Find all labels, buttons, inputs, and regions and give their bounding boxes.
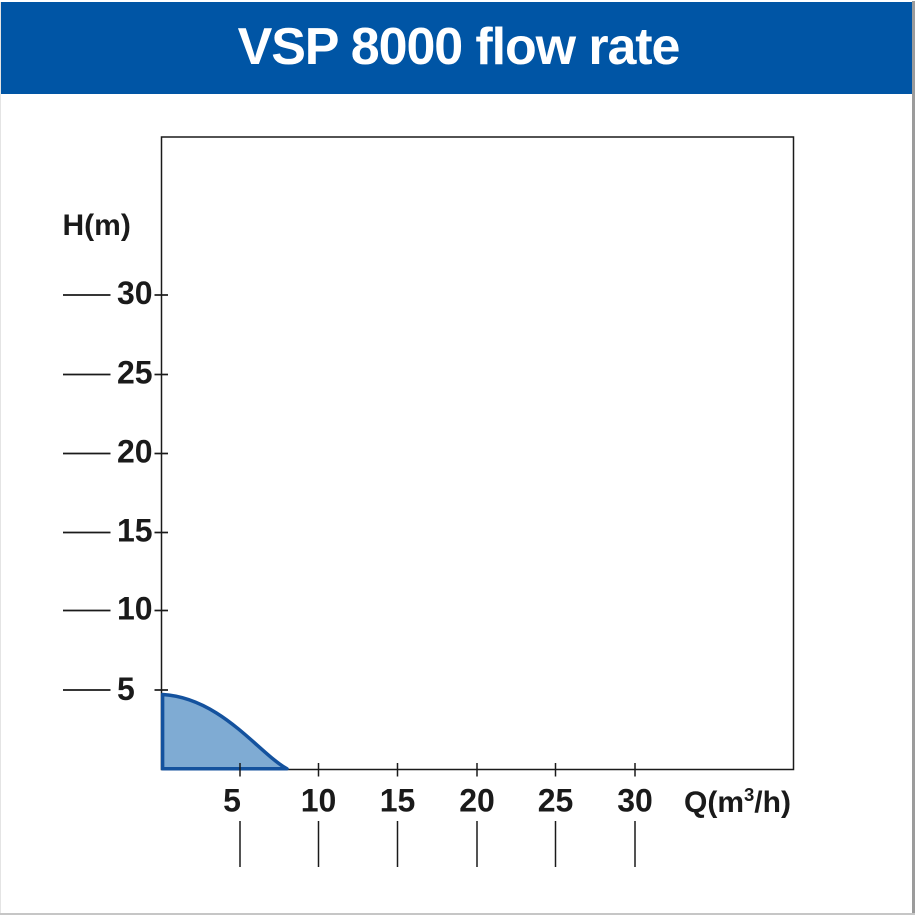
svg-text:10: 10 bbox=[301, 783, 337, 819]
svg-text:15: 15 bbox=[117, 513, 153, 549]
svg-text:H(m): H(m) bbox=[63, 209, 131, 242]
svg-text:20: 20 bbox=[459, 783, 495, 819]
svg-text:25: 25 bbox=[538, 783, 574, 819]
svg-text:20: 20 bbox=[117, 434, 153, 470]
svg-text:5: 5 bbox=[223, 783, 241, 819]
svg-text:10: 10 bbox=[117, 591, 153, 627]
svg-text:Q(m3/h): Q(m3/h) bbox=[684, 784, 791, 819]
svg-text:15: 15 bbox=[380, 783, 416, 819]
svg-text:25: 25 bbox=[117, 355, 153, 391]
svg-text:30: 30 bbox=[117, 275, 153, 311]
svg-text:30: 30 bbox=[617, 783, 653, 819]
svg-text:5: 5 bbox=[117, 671, 135, 707]
